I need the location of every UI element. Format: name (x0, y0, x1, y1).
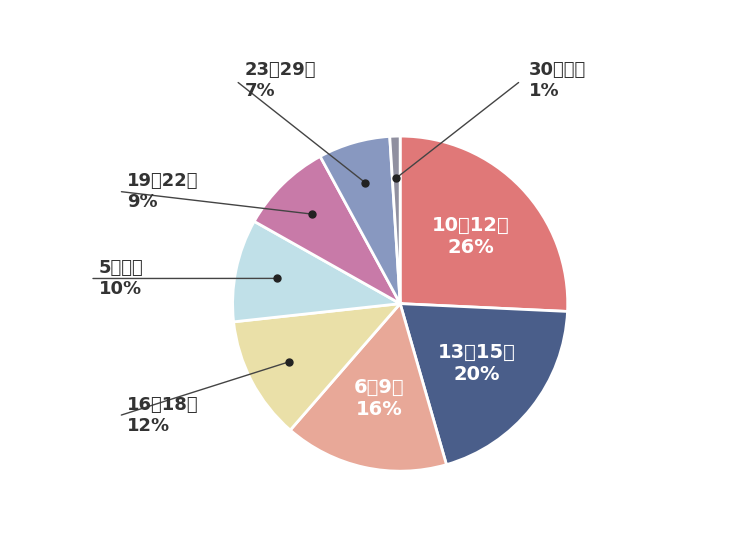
Wedge shape (255, 157, 400, 304)
Wedge shape (234, 304, 400, 430)
Wedge shape (320, 136, 400, 304)
Text: 10～12歳
26%: 10～12歳 26% (431, 216, 509, 257)
Wedge shape (390, 136, 400, 304)
Text: 30歳以上
1%: 30歳以上 1% (529, 61, 586, 100)
Wedge shape (400, 136, 568, 311)
Text: 13～15歳
20%: 13～15歳 20% (437, 343, 515, 384)
Text: 23～29歳
7%: 23～29歳 7% (244, 61, 316, 100)
Wedge shape (290, 304, 446, 471)
Text: 16～18歳
12%: 16～18歳 12% (127, 397, 198, 435)
Text: 19～22歳
9%: 19～22歳 9% (127, 172, 198, 211)
Text: 6～9歳
16%: 6～9歳 16% (354, 378, 405, 419)
Text: 5歳未満
10%: 5歳未満 10% (98, 259, 144, 298)
Wedge shape (232, 221, 400, 322)
Wedge shape (400, 304, 568, 465)
